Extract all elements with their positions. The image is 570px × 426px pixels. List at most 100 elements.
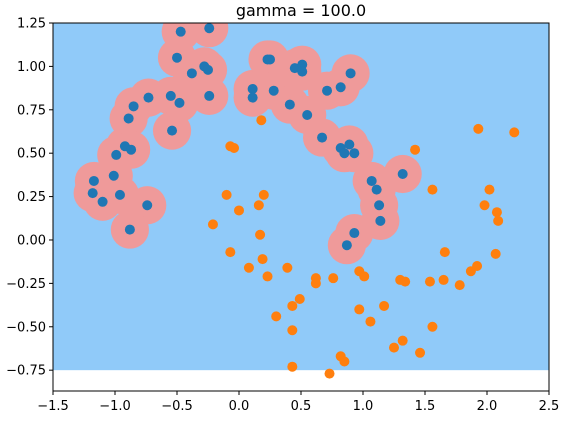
class-1-point [225, 247, 236, 258]
class-0-point [174, 97, 185, 108]
class-1-point [339, 356, 350, 367]
class-1-point [400, 276, 411, 287]
class-0-point [114, 189, 125, 200]
class-0-point [123, 113, 134, 124]
class-0-point [203, 64, 213, 75]
class-0-point [247, 92, 258, 103]
axes: −1.5 −1.0 −0.5 0.0 0.5 1.0 1.5 2.0 2.5 −0.75 −0.50… [6, 17, 559, 415]
y-tick-label: −0.25 [6, 277, 46, 292]
class-1-point [255, 229, 266, 240]
class-1-point [473, 123, 484, 134]
class-1-point [271, 311, 282, 322]
x-tick-label: −1.5 [37, 399, 69, 414]
class-0-point [366, 175, 377, 186]
class-1-point [472, 261, 483, 272]
class-1-point [287, 325, 298, 336]
class-0-point [143, 92, 154, 103]
class-1-point [234, 205, 244, 216]
y-tick-label: 0.25 [17, 190, 46, 205]
class-1-point [490, 248, 501, 259]
class-0-point [167, 125, 178, 136]
x-tick-label: 0.5 [291, 399, 312, 414]
class-0-point [268, 85, 279, 96]
class-0-point [349, 228, 360, 239]
class-1-point [491, 207, 502, 218]
class-1-point [253, 200, 264, 211]
class-1-point [493, 215, 504, 226]
class-0-point [88, 175, 99, 186]
class-0-point [284, 99, 295, 110]
class-0-point [204, 23, 215, 34]
y-tick-label: −0.50 [6, 320, 46, 335]
class-1-point [310, 278, 321, 289]
chart-title: gamma = 100.0 [236, 1, 366, 20]
class-1-point [484, 184, 495, 195]
class-0-point [374, 200, 385, 211]
class-1-point [258, 189, 269, 200]
x-tick-label: 1.5 [415, 399, 436, 414]
class-1-point [379, 300, 390, 311]
y-tick-label: 0.50 [17, 147, 46, 162]
class-1-point [424, 276, 435, 287]
class-1-point [287, 361, 298, 372]
class-0-point [297, 59, 308, 70]
class-1-point [454, 280, 465, 291]
class-0-point [371, 184, 382, 195]
x-tick-label: 2.5 [539, 399, 560, 414]
class-0-point [302, 110, 313, 120]
y-tick-label: 0.75 [17, 103, 46, 118]
x-tick-label: 0.0 [229, 399, 250, 414]
class-0-point [349, 148, 360, 159]
class-0-point [317, 132, 328, 143]
class-0-point [126, 144, 137, 155]
class-0-point [397, 169, 408, 180]
class-1-point [287, 300, 298, 311]
class-1-point [324, 368, 335, 379]
class-1-point [207, 219, 218, 230]
class-1-point [397, 335, 408, 346]
class-0-point [339, 148, 350, 159]
class-1-point [479, 200, 490, 211]
class-1-point [415, 347, 426, 358]
class-0-point [297, 66, 308, 77]
x-tick-label: −0.5 [161, 399, 193, 414]
class-1-point [256, 115, 267, 126]
class-0-point [128, 101, 139, 112]
class-0-point [335, 82, 346, 93]
class-0-point [124, 224, 135, 235]
class-1-point [509, 127, 520, 138]
class-1-point [439, 247, 450, 258]
class-0-point [345, 68, 356, 79]
class-1-point [328, 273, 339, 284]
y-tick-label: 1.25 [17, 17, 46, 32]
data-points [87, 23, 520, 379]
class-0-point [108, 170, 119, 181]
class-0-point [111, 149, 122, 160]
y-tick-label: −0.75 [6, 364, 46, 379]
decision-region-blob [190, 23, 229, 48]
class-1-point [359, 271, 370, 282]
class-0-point [247, 83, 258, 94]
class-0-point [142, 200, 153, 211]
class-0-point [322, 85, 333, 96]
class-1-point [257, 254, 268, 265]
class-1-point [427, 321, 438, 332]
class-0-point [97, 196, 108, 207]
class-0-point [341, 240, 352, 251]
x-tick-label: 2.0 [477, 399, 498, 414]
class-0-point [175, 26, 186, 37]
x-tick-label: 1.0 [353, 399, 374, 414]
class-1-point [282, 262, 293, 273]
x-tick-label: −1.0 [99, 399, 131, 414]
class-1-point [354, 304, 365, 315]
class-0-point [87, 188, 98, 199]
class-1-point [365, 316, 376, 327]
class-1-point [427, 184, 438, 195]
class-1-point [389, 342, 399, 353]
class-1-point [438, 274, 449, 285]
class-0-point [344, 139, 355, 150]
class-1-point [294, 294, 305, 304]
class-0-point [265, 54, 275, 65]
